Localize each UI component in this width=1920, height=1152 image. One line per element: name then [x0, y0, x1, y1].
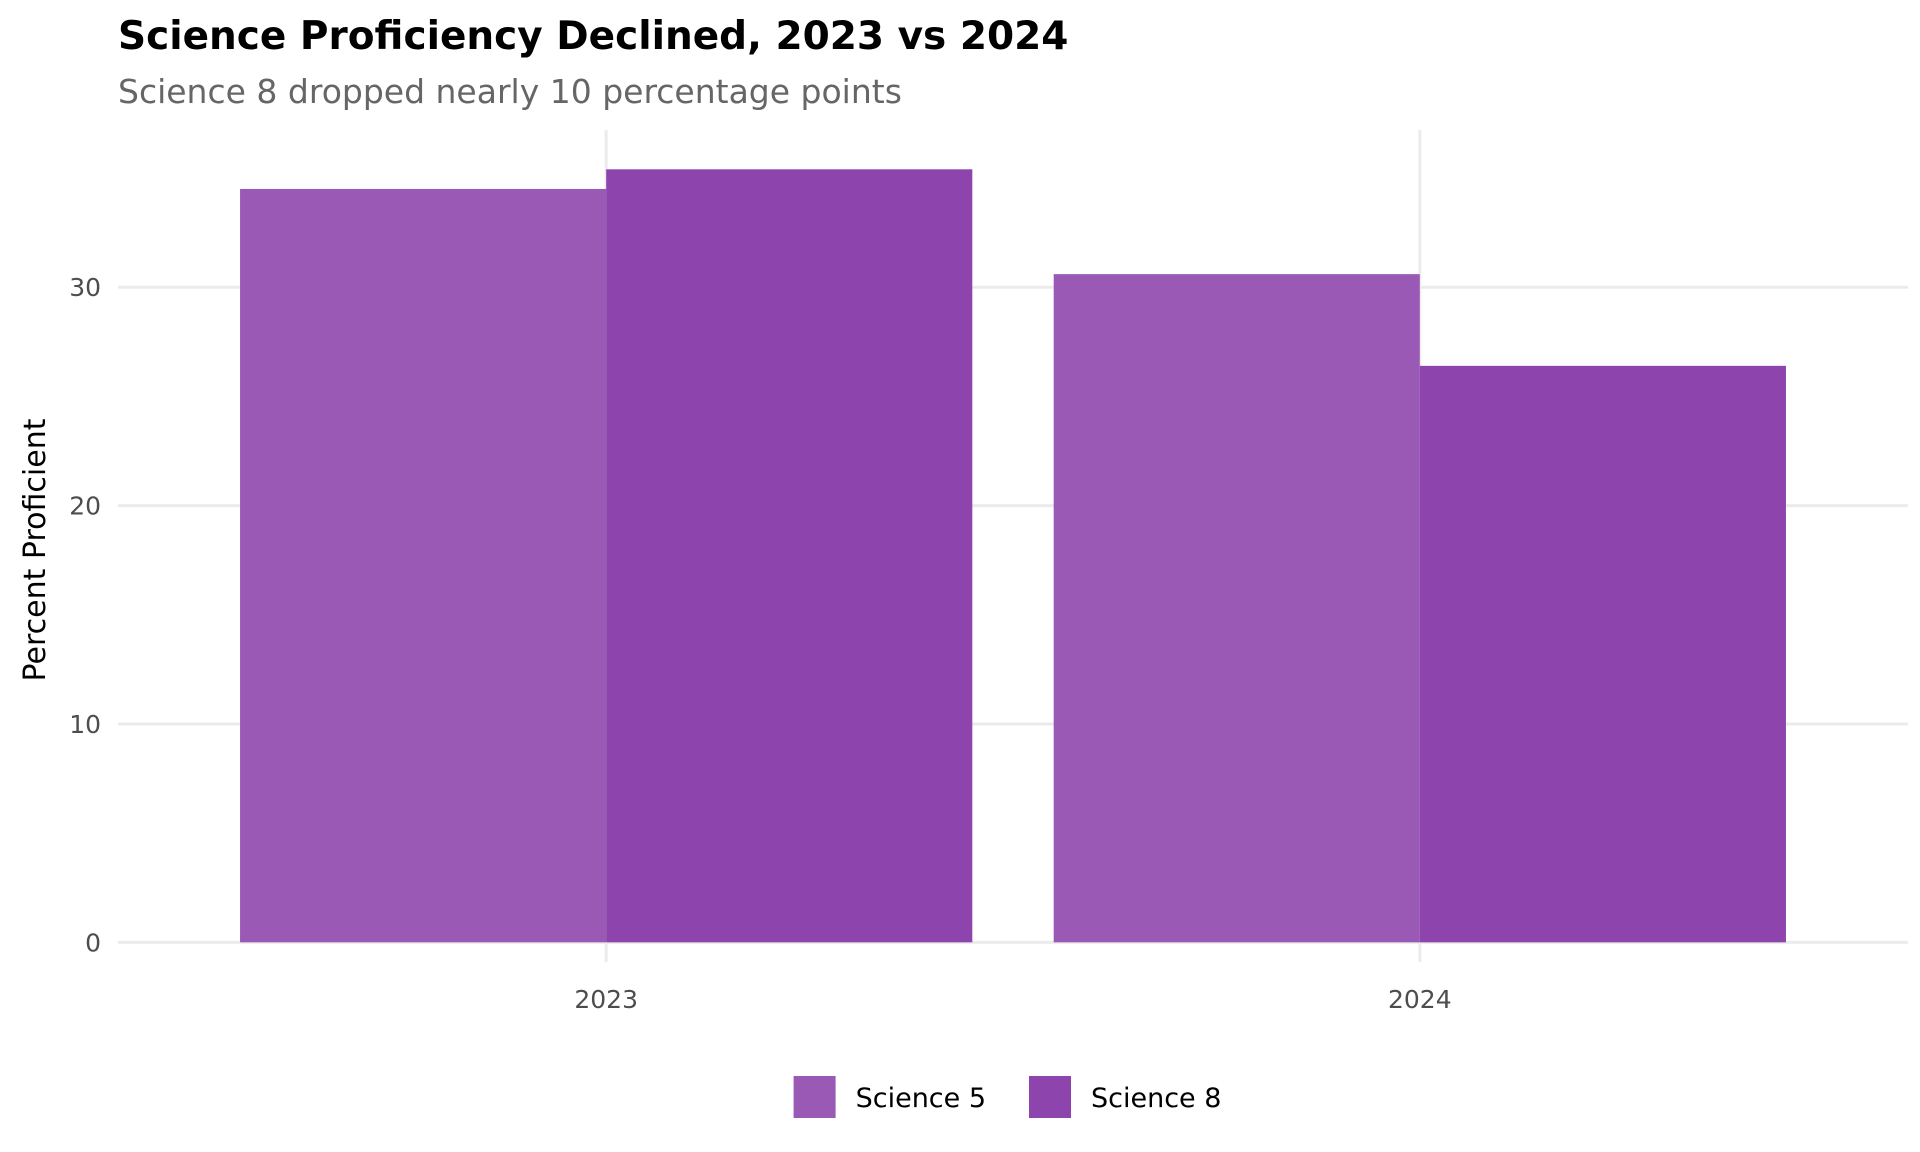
- y-tick-label: 0: [85, 928, 101, 957]
- legend: Science 5 Science 8: [793, 1076, 1221, 1118]
- bar-science-5-2024: [1053, 274, 1420, 943]
- x-axis-ticks: 2023 2024: [574, 985, 1451, 1014]
- bars: [240, 169, 1786, 943]
- y-tick-label: 20: [69, 492, 101, 521]
- x-tick-label: 2024: [1388, 985, 1452, 1014]
- legend-label: Science 8: [1091, 1083, 1221, 1114]
- chart-title: Science Proficiency Declined, 2023 vs 20…: [118, 14, 1068, 59]
- y-axis-ticks: 0 10 20 30: [69, 273, 101, 957]
- bar-science-8-2024: [1419, 365, 1786, 943]
- legend-key-science-5: [793, 1076, 836, 1118]
- bar-science-5-2023: [240, 188, 607, 943]
- x-tick-label: 2023: [574, 985, 638, 1014]
- y-tick-label: 10: [69, 710, 101, 739]
- bar-science-8-2023: [606, 169, 973, 943]
- y-tick-label: 30: [69, 273, 101, 302]
- y-axis-title: Percent Proficient: [18, 418, 53, 681]
- chart-subtitle: Science 8 dropped nearly 10 percentage p…: [118, 72, 902, 111]
- legend-label: Science 5: [856, 1083, 986, 1114]
- legend-key-science-8: [1029, 1076, 1071, 1118]
